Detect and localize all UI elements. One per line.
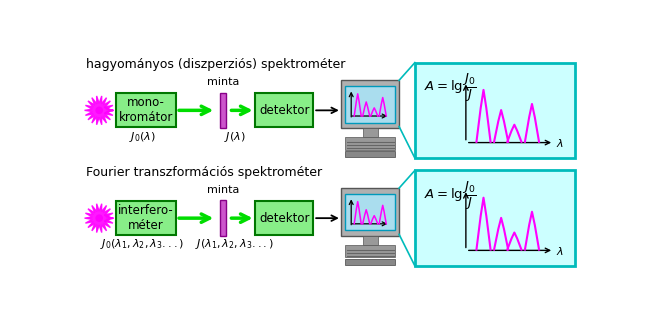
FancyBboxPatch shape [255,201,313,235]
Text: minta: minta [207,77,239,87]
Text: interfero-
méter: interfero- méter [118,204,174,232]
Bar [362,236,378,245]
FancyBboxPatch shape [255,93,313,127]
Polygon shape [84,96,114,125]
Text: hagyományos (diszperziós) spektrométer: hagyományos (diszperziós) spektrométer [86,58,346,71]
Text: $\lambda$: $\lambda$ [557,137,564,149]
Text: $\lambda$: $\lambda$ [557,245,564,257]
Text: detektor: detektor [259,212,310,225]
Bar [221,93,226,128]
Bar [415,63,575,158]
Text: minta: minta [207,185,239,195]
Text: $J_0(\lambda)$: $J_0(\lambda)$ [129,130,155,144]
Text: $A = \mathrm{lg}\,\dfrac{J_0}{J}$: $A = \mathrm{lg}\,\dfrac{J_0}{J}$ [424,180,477,212]
FancyBboxPatch shape [116,201,176,235]
Bar [345,86,395,123]
Bar [345,193,395,230]
Bar [341,188,399,236]
Text: $J_0(\lambda_1,\lambda_2,\lambda_3...)$: $J_0(\lambda_1,\lambda_2,\lambda_3...)$ [100,237,184,251]
Bar [362,128,378,137]
FancyBboxPatch shape [116,93,176,127]
Bar [345,137,395,150]
Bar [345,245,395,257]
Bar [415,170,575,266]
Text: Fourier transzformációs spektrométer: Fourier transzformációs spektrométer [86,166,322,179]
Polygon shape [84,204,114,232]
Text: $A = \mathrm{lg}\,\dfrac{J_0}{J}$: $A = \mathrm{lg}\,\dfrac{J_0}{J}$ [424,72,477,104]
Text: mono-
kromátor: mono- kromátor [119,96,174,124]
Bar [345,259,395,265]
Circle shape [96,107,103,113]
Circle shape [96,215,103,221]
Bar [221,201,226,236]
Bar [341,80,399,128]
Bar [345,151,395,157]
Text: detektor: detektor [259,104,310,117]
Text: $J(\lambda_1,\lambda_2,\lambda_3...)$: $J(\lambda_1,\lambda_2,\lambda_3...)$ [195,237,274,251]
Text: $J(\lambda)$: $J(\lambda)$ [224,130,246,144]
